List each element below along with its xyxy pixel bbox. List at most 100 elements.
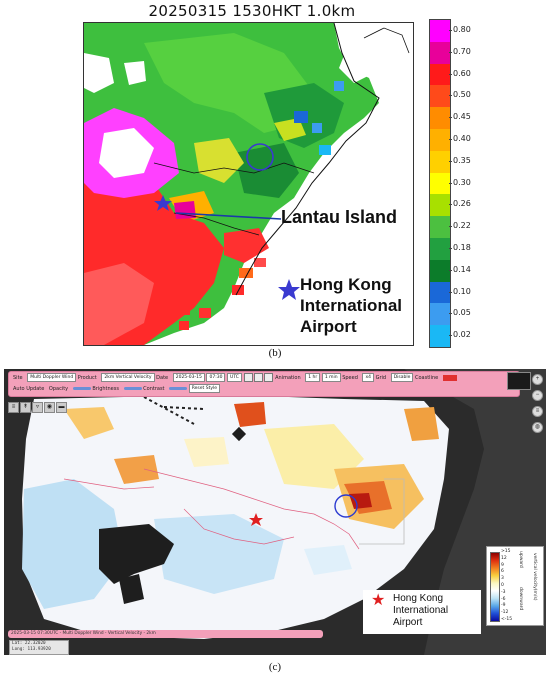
grid-label: Grid	[375, 374, 387, 381]
colorbar-tick	[449, 73, 452, 75]
hkia-label-line-2: International	[300, 296, 403, 315]
toolbar-row-2: Auto Update Opacity Brightness Contrast …	[13, 384, 221, 395]
colorbar-segment	[430, 325, 450, 348]
hkia-legend-c: ★ Hong Kong International Airport	[363, 590, 481, 634]
brightness-label: Brightness	[92, 385, 119, 392]
colorbar-tick	[449, 204, 452, 206]
pin-icon[interactable]: ↟	[20, 402, 31, 413]
zoom-in-icon[interactable]: +	[532, 374, 543, 385]
colorbar-tick	[449, 335, 452, 337]
animation-range-select[interactable]: 1 hr	[305, 373, 321, 382]
colorbar-label: 0.40	[453, 133, 471, 143]
colorbar-segment	[430, 259, 450, 283]
colorbar-segment	[430, 194, 450, 217]
colorbar-tick	[449, 182, 452, 184]
long-readout: Long: 113.93920	[12, 647, 51, 652]
colorbar-label: 0.05	[453, 308, 471, 318]
velocity-legend: >15 12 9 6 3 0 -3 -6 -9 -12 <-15 upward downward v…	[486, 546, 544, 626]
coastline-label: Coastline	[415, 374, 439, 381]
colorbar-segment	[430, 150, 450, 174]
velocity-legend-label: 0	[501, 583, 504, 588]
time-select[interactable]: 07:30	[206, 373, 226, 382]
play-button[interactable]	[253, 373, 263, 382]
colorbar-tick	[449, 269, 452, 271]
hkia-c-line-3: Airport	[393, 617, 423, 628]
velocity-legend-label: <-15	[501, 617, 513, 622]
toolbar-row-1: Site Multi Doppler Wind Product 2km Vert…	[13, 373, 457, 384]
caption-c: (c)	[268, 661, 282, 673]
colorbar-label: 0.10	[453, 286, 471, 296]
colorbar-tick	[449, 313, 452, 315]
colorbar-tick	[449, 29, 452, 31]
opacity-slider[interactable]	[72, 387, 91, 390]
hkia-label-line-3: Airport	[300, 317, 357, 336]
camera-icon[interactable]: ◉	[44, 402, 55, 413]
colorbar-label: 0.70	[453, 46, 471, 56]
colorbar-label: 0.22	[453, 221, 471, 231]
colorbar-tick	[449, 95, 452, 97]
colorbar-label: 0.35	[453, 155, 471, 165]
auto-update-checkbox[interactable]: Auto Update	[13, 385, 45, 392]
colorbar-segment	[430, 216, 450, 239]
contrast-slider[interactable]	[169, 387, 188, 390]
velocity-legend-label: -3	[501, 589, 506, 595]
reset-style-button[interactable]: Reset Style	[188, 384, 221, 393]
downward-label: downward	[518, 587, 523, 611]
speed-select[interactable]: x4	[362, 373, 375, 382]
hkia-label-c: Hong Kong International Airport	[393, 593, 448, 629]
product-select[interactable]: 2km Vertical Velocity	[101, 373, 155, 382]
velocity-legend-label: -12	[501, 610, 509, 616]
colorbar-label: 0.02	[453, 330, 471, 340]
colorbar-segment	[430, 41, 450, 65]
ruler-icon[interactable]: ▬	[56, 402, 67, 413]
viewer-toolbar: Site Multi Doppler Wind Product 2km Vert…	[8, 371, 520, 397]
contrast-label: Contrast	[143, 385, 165, 392]
minimap[interactable]	[507, 372, 531, 390]
velocity-legend-label: >15	[501, 549, 511, 554]
date-input[interactable]: 2025-03-15	[172, 373, 205, 382]
lantau-island-label: Lantau Island	[281, 207, 398, 227]
velocity-gradient	[490, 552, 500, 622]
status-bar: 2025-03-15 07:30UTC - Multi Doppler Wind…	[8, 630, 323, 638]
colorbar-label: 0.45	[453, 112, 471, 122]
speed-label: Speed	[342, 374, 358, 381]
step-forward-button[interactable]	[263, 373, 273, 382]
colorbar-segment	[430, 172, 450, 195]
colorbar-label: 0.50	[453, 90, 471, 100]
brightness-slider[interactable]	[123, 387, 142, 390]
timezone-select[interactable]: UTC	[227, 373, 242, 382]
coordinate-readout: Lat: 22.32020 Long: 113.93920	[9, 640, 69, 655]
star-icon: ★	[371, 592, 386, 609]
left-toolbar: ≡ ↟ ▿ ◉ ▬	[8, 395, 68, 413]
colorbar-tick	[449, 291, 452, 293]
animation-step-select[interactable]: 1 min	[321, 373, 341, 382]
colorbar-label: 0.18	[453, 242, 471, 252]
menu-icon[interactable]: ≡	[8, 402, 19, 413]
site-select[interactable]: Multi Doppler Wind	[27, 373, 77, 382]
velocity-legend-label: 12	[501, 555, 507, 561]
panel-b-title: 20250315 1530HKT 1.0km	[148, 2, 356, 20]
zoom-out-icon[interactable]: −	[532, 390, 543, 401]
filter-icon[interactable]: ▿	[32, 402, 43, 413]
colorbar-tick	[449, 160, 452, 162]
velocity-legend-label: 9	[501, 562, 504, 568]
radar-map-b	[83, 22, 414, 346]
colorbar-tick	[449, 138, 452, 140]
colorbar-b	[429, 19, 451, 348]
grid-select[interactable]: Disable	[390, 373, 414, 382]
globe-icon[interactable]: ◍	[532, 422, 543, 433]
colorbar-segment	[430, 129, 450, 152]
step-back-button[interactable]	[243, 373, 253, 382]
layers-icon[interactable]: ≡	[532, 406, 543, 417]
colorbar-label: 0.14	[453, 264, 471, 274]
colorbar-segment	[430, 238, 450, 261]
product-label: Product	[77, 374, 97, 381]
colorbar-segment	[430, 63, 450, 86]
colorbar-label: 0.30	[453, 177, 471, 187]
velocity-legend-label: -9	[501, 603, 506, 609]
date-label: Date	[156, 374, 169, 381]
colorbar-tick	[449, 117, 452, 119]
coastline-color-swatch[interactable]	[442, 374, 457, 381]
caption-b: (b)	[268, 347, 282, 359]
hkia-c-line-1: Hong Kong	[393, 593, 444, 604]
